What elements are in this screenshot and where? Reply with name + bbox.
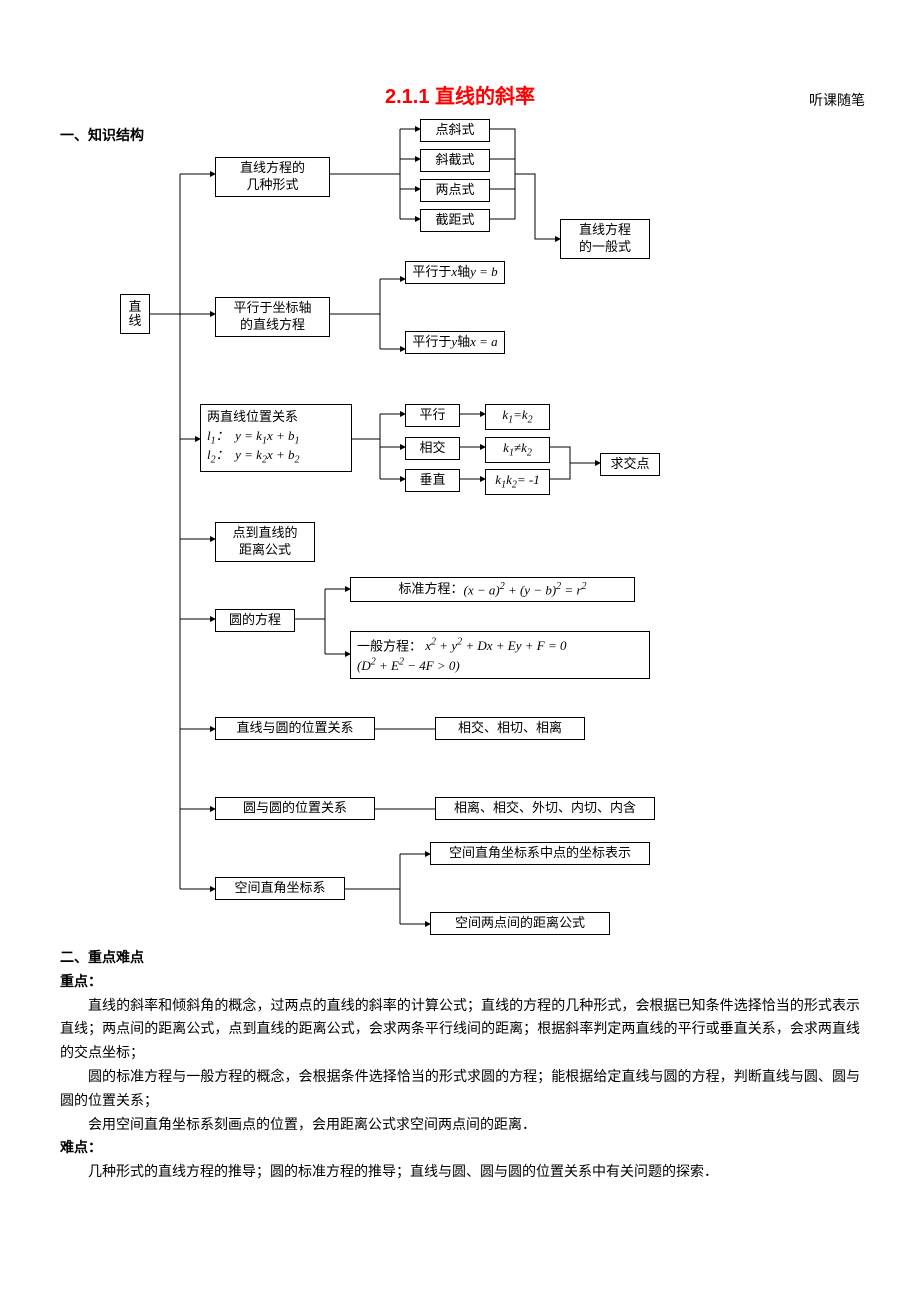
- line-l1: l1： y = k1x + b1: [207, 428, 345, 448]
- nandian-p1: 几种形式的直线方程的推导；圆的标准方程的推导；直线与圆、圆与圆的位置关系中有关问…: [60, 1161, 860, 1185]
- zhongdian-p3: 会用空间直角坐标系刻画点的位置，会用距离公式求空间两点间的距离．: [60, 1114, 860, 1138]
- box-space-distance: 空间两点间的距离公式: [430, 912, 610, 935]
- box-perpendicular: 垂直: [405, 469, 460, 492]
- box-k1nek2: k1≠k2: [485, 437, 550, 463]
- box-line-forms: 直线方程的几种形式: [215, 157, 330, 197]
- section2-heading: 二、重点难点: [60, 947, 860, 971]
- box-circle-circle-pos: 圆与圆的位置关系: [215, 797, 375, 820]
- line-l2: l2： y = k2x + b2: [207, 447, 345, 467]
- box-xiejie: 斜截式: [420, 149, 490, 172]
- box-k1eqk2: k1=k2: [485, 404, 550, 430]
- box-circle-circle-cases: 相离、相交、外切、内切、内含: [435, 797, 655, 820]
- box-line-circle-cases: 相交、相切、相离: [435, 717, 585, 740]
- page: 听课随笔 2.1.1 直线的斜率 一、知识结构: [0, 0, 920, 1302]
- box-space-point: 空间直角坐标系中点的坐标表示: [430, 842, 650, 865]
- box-root-line: 直线: [120, 294, 150, 334]
- box-find-intersection: 求交点: [600, 453, 660, 476]
- section2: 二、重点难点 重点： 直线的斜率和倾斜角的概念，过两点的直线的斜率的计算公式；直…: [60, 947, 860, 1185]
- nandian-label: 难点：: [60, 1137, 860, 1161]
- box-general-equation: 一般方程： x2 + y2 + Dx + Ey + F = 0 (D2 + E2…: [350, 631, 650, 679]
- box-intersect: 相交: [405, 437, 460, 460]
- box-circle-equation: 圆的方程: [215, 609, 295, 632]
- box-k1k2neg1: k1k2= -1: [485, 469, 550, 495]
- margin-note: 听课随笔: [809, 90, 865, 110]
- box-jieju: 截距式: [420, 209, 490, 232]
- zhongdian-label: 重点：: [60, 971, 860, 995]
- box-point-line-distance: 点到直线的距离公式: [215, 522, 315, 562]
- box-axis-parallel: 平行于坐标轴的直线方程: [215, 297, 330, 337]
- zhongdian-p1: 直线的斜率和倾斜角的概念，过两点的直线的斜率的计算公式；直线的方程的几种形式，会…: [60, 995, 860, 1066]
- box-std-equation: 标准方程： (x − a)2 + (y − b)2 = r2: [350, 577, 635, 602]
- document-title: 2.1.1 直线的斜率: [60, 80, 860, 109]
- box-space-coord: 空间直角坐标系: [215, 877, 345, 900]
- relation-header: 两直线位置关系: [207, 409, 345, 426]
- knowledge-diagram: 直线 直线方程的几种形式 点斜式 斜截式 两点式 截距式 直线方程的一般式 平行…: [60, 119, 860, 939]
- box-parallel: 平行: [405, 404, 460, 427]
- box-dianxie: 点斜式: [420, 119, 490, 142]
- box-general-form: 直线方程的一般式: [560, 219, 650, 259]
- box-line-circle-pos: 直线与圆的位置关系: [215, 717, 375, 740]
- box-two-lines-relation: 两直线位置关系 l1： y = k1x + b1 l2： y = k2x + b…: [200, 404, 352, 472]
- box-parallel-y: 平行于 y 轴x = a: [405, 331, 505, 354]
- zhongdian-p2: 圆的标准方程与一般方程的概念，会根据条件选择恰当的形式求圆的方程；能根据给定直线…: [60, 1066, 860, 1114]
- box-liangdian: 两点式: [420, 179, 490, 202]
- box-parallel-x: 平行于 x 轴y = b: [405, 261, 505, 284]
